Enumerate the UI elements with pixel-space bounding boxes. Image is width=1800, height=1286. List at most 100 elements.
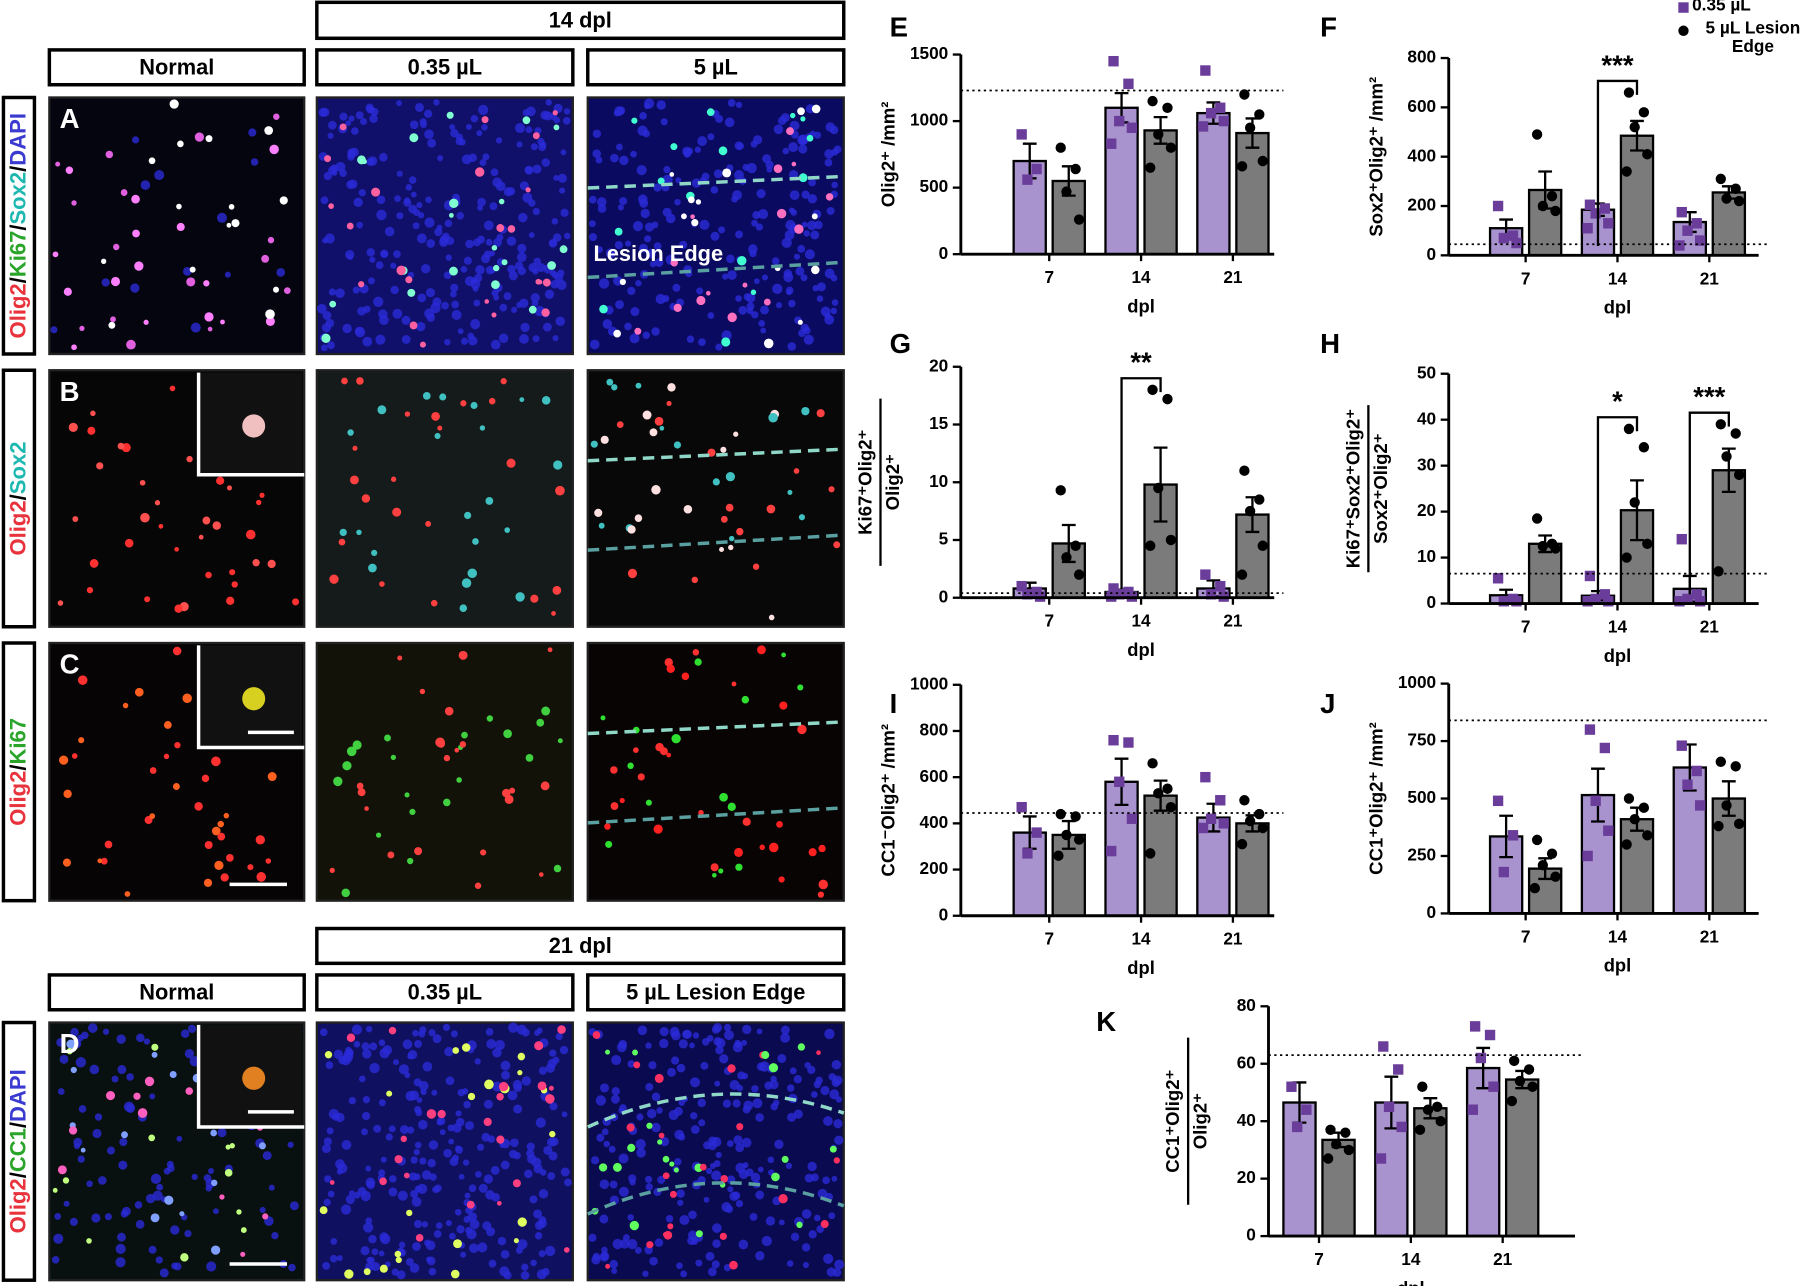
cell <box>189 266 196 273</box>
cell <box>245 529 256 540</box>
cell <box>226 222 232 228</box>
nucleus <box>758 209 769 220</box>
nucleus <box>711 1170 722 1181</box>
cell <box>552 585 562 595</box>
cell <box>150 1213 160 1223</box>
data-point <box>1236 569 1248 580</box>
data-point <box>1537 540 1549 552</box>
y-tick-label: 500 <box>1407 787 1436 807</box>
nucleus <box>341 1140 352 1150</box>
nucleus <box>70 1028 79 1037</box>
nucleus <box>361 1042 370 1051</box>
data-point <box>1498 866 1509 878</box>
nucleus <box>339 169 347 178</box>
nucleus <box>533 1209 543 1219</box>
data-point <box>1244 815 1256 827</box>
nucleus <box>378 1250 385 1257</box>
cell <box>80 1147 86 1153</box>
nucleus <box>727 1186 734 1193</box>
nucleus <box>816 282 826 292</box>
cell <box>217 832 226 841</box>
nucleus <box>793 1075 802 1084</box>
data-point <box>1550 543 1561 554</box>
data-point <box>1162 102 1173 114</box>
nucleus <box>727 99 736 107</box>
cell <box>541 396 551 405</box>
cell <box>646 1241 654 1249</box>
nucleus <box>416 321 426 332</box>
cell <box>811 104 821 114</box>
nucleus <box>688 1210 697 1220</box>
nucleus <box>335 1159 345 1169</box>
nucleus <box>117 1065 127 1075</box>
cell <box>712 478 720 486</box>
nucleus <box>653 183 662 192</box>
nucleus <box>816 295 824 303</box>
nucleus <box>602 319 613 329</box>
cell <box>70 1066 77 1074</box>
nucleus <box>408 1172 418 1181</box>
nucleus <box>380 1233 391 1245</box>
cell <box>598 522 605 529</box>
nucleus <box>423 109 433 119</box>
error-bar <box>1591 767 1605 823</box>
cell <box>231 581 238 588</box>
cell <box>86 586 94 594</box>
cell <box>57 600 64 606</box>
cell <box>78 737 85 744</box>
nucleus <box>713 169 723 179</box>
cell <box>283 287 291 295</box>
cell <box>105 150 114 159</box>
cell <box>513 1238 519 1244</box>
nucleus <box>477 1143 485 1151</box>
cell <box>461 1043 471 1052</box>
header-box <box>315 48 575 87</box>
cell <box>509 787 516 794</box>
cell <box>57 1165 67 1175</box>
data-point <box>1550 871 1561 882</box>
cell <box>610 802 619 810</box>
cell <box>791 161 797 167</box>
nucleus <box>760 305 769 315</box>
cell <box>149 813 156 820</box>
nucleus <box>456 1225 465 1234</box>
cell <box>329 867 335 874</box>
nucleus <box>516 252 527 263</box>
nucleus <box>500 1160 510 1170</box>
cell <box>488 397 496 405</box>
nucleus <box>617 204 624 211</box>
cell <box>122 702 129 709</box>
nucleus <box>532 207 540 216</box>
cell <box>169 1070 177 1079</box>
cell <box>459 741 467 748</box>
nucleus <box>437 155 444 162</box>
cell <box>797 684 804 691</box>
nucleus <box>795 266 805 276</box>
nucleus <box>483 220 494 231</box>
nucleus <box>756 1028 763 1035</box>
nucleus <box>475 265 485 275</box>
nucleus <box>407 1050 418 1060</box>
nucleus <box>184 1229 192 1238</box>
nucleus <box>742 1105 751 1114</box>
data-point <box>1584 724 1596 735</box>
cell <box>292 598 300 606</box>
nucleus <box>782 147 790 155</box>
cell <box>667 383 676 392</box>
cell <box>415 1234 424 1242</box>
nucleus <box>741 1137 752 1148</box>
bar <box>1196 111 1231 256</box>
cell <box>763 298 771 306</box>
y-tick-label: 30 <box>1417 454 1436 474</box>
nucleus <box>636 164 647 176</box>
nucleus <box>614 240 623 250</box>
nucleus <box>757 1166 764 1173</box>
x-tick-label: 21 <box>1223 929 1243 949</box>
cell <box>65 166 74 175</box>
nucleus <box>213 1208 219 1215</box>
cell <box>691 576 699 584</box>
x-tick-label: 14 <box>1608 616 1628 636</box>
nucleus <box>363 305 371 313</box>
separator: / <box>5 1122 30 1128</box>
